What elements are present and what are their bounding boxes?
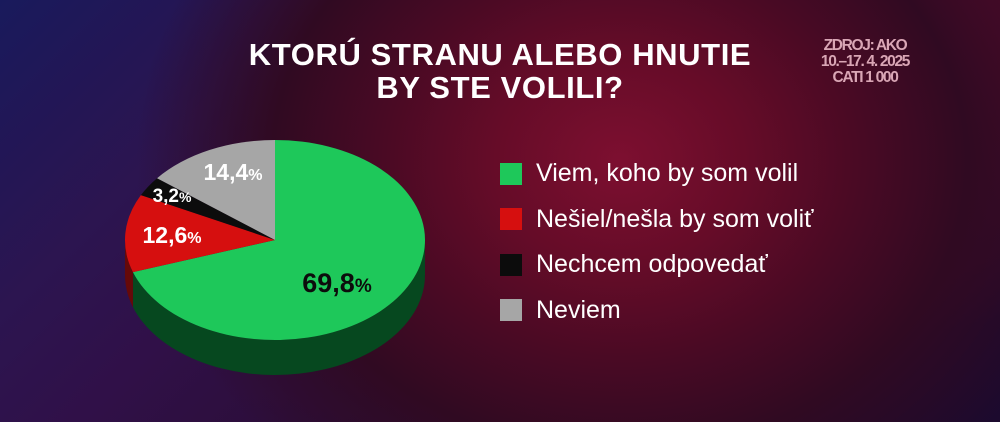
svg-text:3,2%: 3,2% [153, 186, 192, 207]
